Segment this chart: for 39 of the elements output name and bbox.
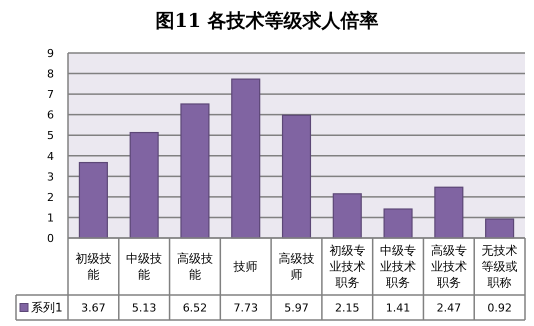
bar (434, 186, 464, 239)
x-tick-label: 初级技能 (75, 252, 112, 282)
bar (130, 132, 159, 239)
y-tick-label: 8 (47, 68, 54, 81)
y-tick-label: 1 (47, 211, 54, 224)
y-tick-label: 9 (47, 47, 54, 60)
y-tick-label: 2 (47, 190, 54, 204)
y-tick-label: 3 (47, 170, 54, 184)
x-tick-label: 高级技能 (176, 252, 213, 282)
y-tick-label: 4 (47, 150, 54, 163)
bar (485, 218, 514, 239)
x-tick-label: 高级技师 (278, 252, 314, 282)
data-label: 5.13 (132, 302, 156, 314)
chart-title: 图11 各技术等级求人倍率 (155, 10, 379, 32)
y-tick-label: 6 (47, 108, 54, 122)
x-tick-label: 中级技能 (126, 252, 162, 282)
data-label: 6.52 (182, 302, 208, 314)
bar (383, 208, 413, 239)
data-label: 3.67 (81, 302, 106, 314)
data-label: 2.47 (436, 302, 462, 314)
bar (282, 114, 312, 239)
x-tick-label: 中级专业技术职务 (380, 244, 416, 290)
bar (332, 193, 362, 239)
y-tick-label: 0 (47, 232, 54, 245)
x-tick-label: 高级专业技术职务 (430, 244, 467, 290)
data-label: 7.73 (233, 302, 258, 314)
bar (231, 78, 260, 239)
data-label: 5.97 (284, 302, 309, 314)
data-label: 1.41 (386, 302, 410, 314)
x-tick-label: 初级专业技术职务 (329, 244, 366, 290)
legend-label: 系列1 (31, 300, 63, 314)
y-tick-label: 5 (47, 129, 54, 142)
y-tick-label: 7 (47, 88, 54, 102)
x-tick-label: 无技术等级或职称 (482, 244, 518, 290)
data-label: 0.92 (487, 302, 512, 314)
bar (180, 103, 210, 239)
data-label: 2.15 (335, 302, 360, 314)
x-tick-label: 技师 (232, 260, 258, 274)
bar (78, 162, 108, 239)
